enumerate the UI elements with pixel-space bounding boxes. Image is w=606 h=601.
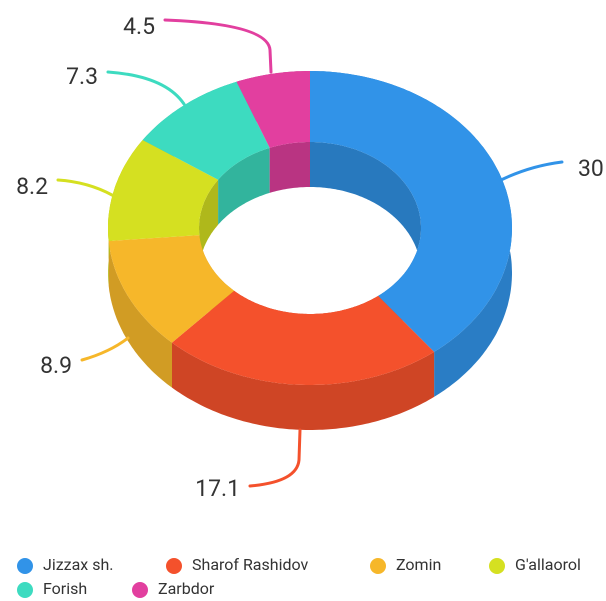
legend-label: Sharof Rashidov (192, 555, 308, 574)
leader-line (56, 178, 114, 197)
legend-marker (17, 558, 33, 574)
legend-label: G'allaorol (515, 555, 581, 574)
leader-line (163, 18, 273, 74)
value-label: 4.5 (123, 13, 155, 40)
legend-label: Jizzax sh. (43, 555, 114, 574)
slice (108, 235, 235, 343)
slice (236, 71, 310, 148)
leader-line (106, 70, 186, 106)
legend-marker (17, 582, 33, 598)
legend-label: Forish (43, 579, 87, 598)
outer-wall (108, 241, 172, 388)
slice (310, 71, 512, 352)
leader-line (248, 428, 302, 488)
leader-line (80, 336, 130, 362)
legend-marker (489, 558, 505, 574)
top-faces (108, 71, 512, 385)
inner-wall (218, 147, 270, 225)
value-label: 8.9 (40, 352, 72, 379)
inner-wall (269, 142, 310, 193)
legend-label: Zarbdor (158, 579, 215, 598)
value-label: 17.1 (195, 475, 240, 502)
value-label: 8.2 (16, 173, 48, 200)
value-label: 7.3 (66, 63, 98, 90)
slice (142, 81, 270, 180)
legend-marker (370, 558, 386, 574)
leader-line (499, 160, 564, 182)
slice (108, 140, 219, 241)
outer-wall (172, 342, 435, 430)
legend-marker (166, 558, 182, 574)
legend-label: Zomin (396, 555, 441, 574)
legend-marker (132, 582, 148, 598)
slice (172, 290, 435, 385)
inner-wall (199, 179, 219, 281)
value-label: 30 (578, 155, 604, 182)
